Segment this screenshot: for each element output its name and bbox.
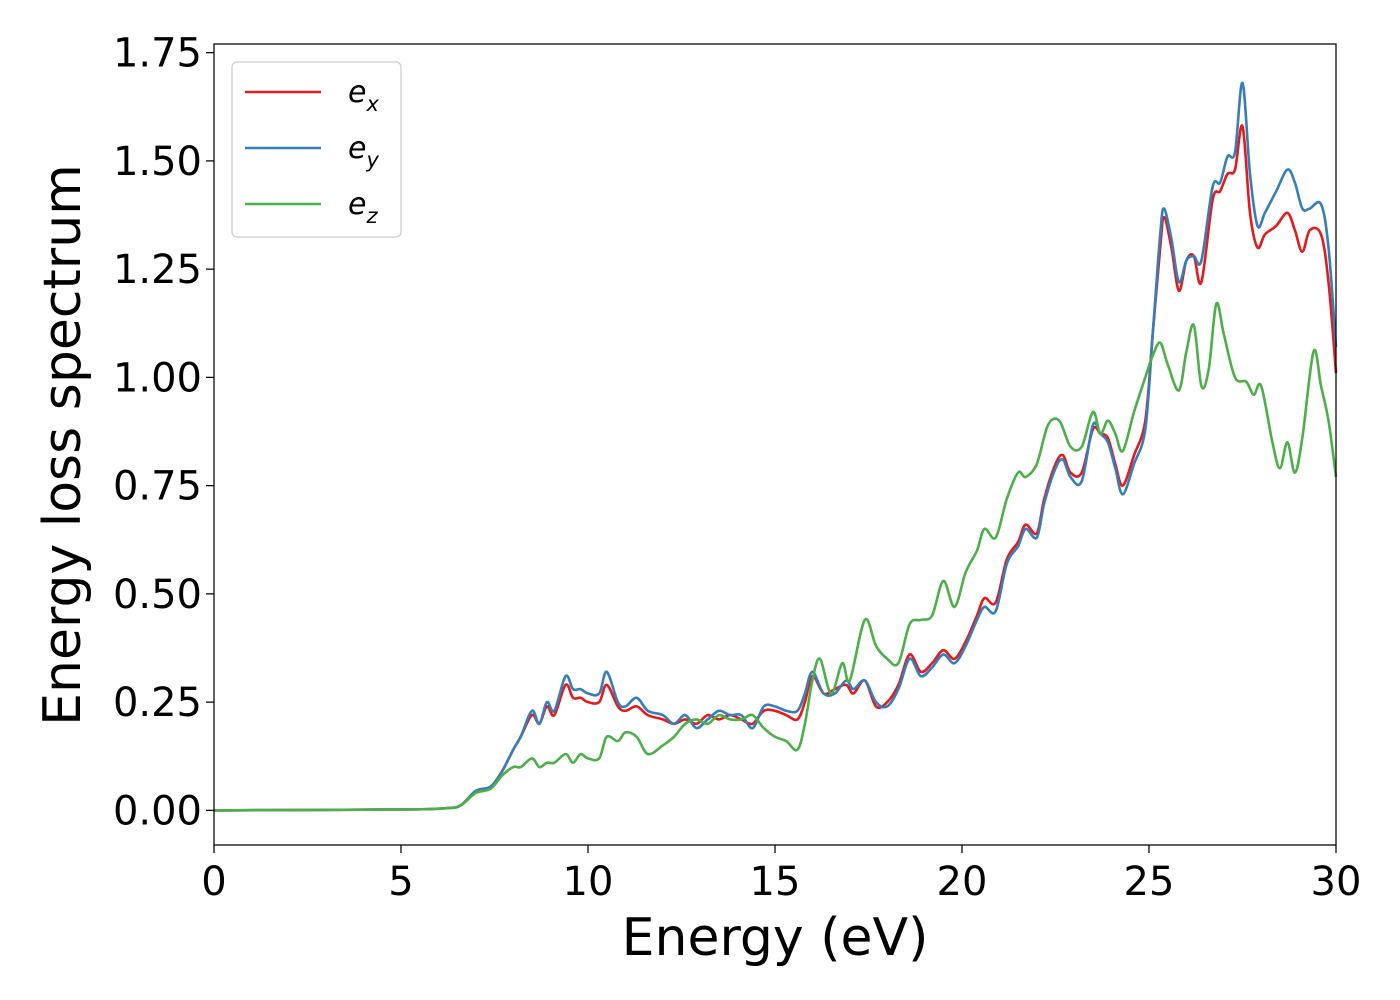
y-tick-label: 0.00 [113, 788, 202, 834]
y-axis-label: Energy loss spectrum [33, 164, 93, 726]
series-line-z [213, 301, 1338, 812]
x-axis: 0 5 10 15 20 25 30 [201, 845, 1361, 905]
x-axis-label: Energy (eV) [622, 908, 929, 968]
series-line-x [213, 124, 1338, 812]
y-tick-label: 0.75 [113, 464, 202, 510]
y-tick-label: 1.50 [113, 139, 202, 185]
y-tick-label: 0.50 [113, 572, 202, 618]
x-tick-label: 20 [937, 859, 988, 905]
series-group [213, 81, 1338, 812]
legend-box [231, 61, 402, 238]
series-line-y [213, 81, 1338, 812]
x-tick-label: 25 [1124, 859, 1175, 905]
x-tick-label: 0 [201, 859, 226, 905]
y-tick-label: 1.00 [113, 355, 202, 401]
x-tick-label: 10 [563, 859, 614, 905]
y-tick-label: 1.25 [113, 247, 202, 293]
y-tick-label: 0.25 [113, 680, 202, 726]
x-tick-label: 5 [388, 859, 413, 905]
x-tick-label: 15 [750, 859, 801, 905]
y-tick-label: 1.75 [113, 31, 202, 77]
y-axis: 0.00 0.25 0.50 0.75 1.00 1.25 1.50 1.75 [113, 31, 214, 834]
x-tick-label: 30 [1311, 859, 1362, 905]
